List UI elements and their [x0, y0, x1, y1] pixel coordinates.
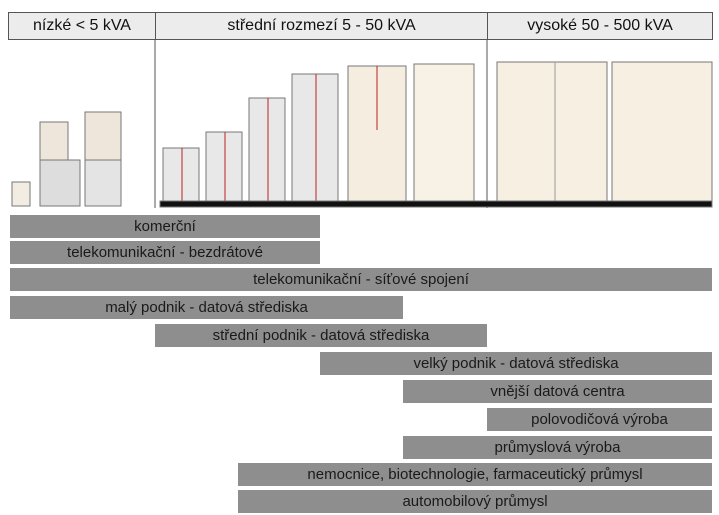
application-bar: malý podnik - datová střediska: [10, 296, 403, 321]
application-bar: střední podnik - datová střediska: [155, 324, 487, 349]
application-bar: vnější datová centra: [403, 380, 712, 405]
application-bar: polovodičová výroba: [487, 408, 712, 433]
ups-cabinets: [12, 62, 712, 207]
application-bar: komerční: [10, 215, 320, 240]
application-bar: velký podnik - datová střediska: [320, 352, 712, 377]
application-bar: telekomunikační - síťové spojení: [10, 268, 712, 293]
application-bar: automobilový průmysl: [238, 490, 712, 515]
application-bar: telekomunikační - bezdrátové: [10, 241, 320, 266]
equipment-illustrations: [0, 40, 719, 210]
application-bar: nemocnice, biotechnologie, farmaceutický…: [238, 463, 712, 488]
application-bar: průmyslová výroba: [403, 436, 712, 461]
column-header: střední rozmezí 5 - 50 kVA: [155, 12, 488, 40]
diagram: nízké < 5 kVA střední rozmezí 5 - 50 kVA…: [0, 0, 719, 514]
column-header: vysoké 50 - 500 kVA: [487, 12, 713, 40]
column-header: nízké < 5 kVA: [8, 12, 156, 40]
